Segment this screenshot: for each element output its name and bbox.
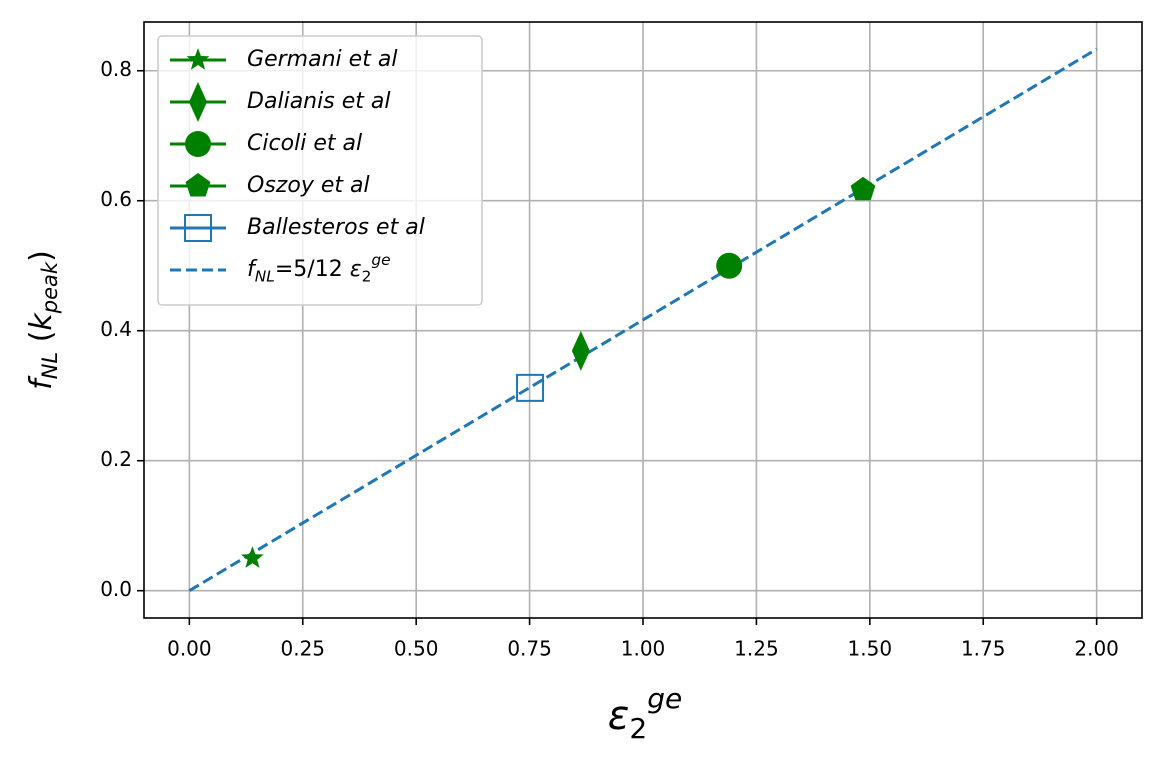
- x-tick-label: 1.25: [734, 637, 779, 661]
- legend-label: Germani et al: [247, 47, 397, 72]
- legend-label: Ballesteros et al: [247, 215, 425, 240]
- legend-label: Dalianis et al: [247, 89, 391, 114]
- x-tick-label: 0.50: [394, 637, 439, 661]
- legend-marker: [189, 82, 207, 122]
- x-tick-label: 0.25: [281, 637, 326, 661]
- legend-marker: [185, 173, 211, 197]
- legend-marker: [185, 131, 211, 157]
- legend-label: fNL=5/12 ε2ge: [247, 251, 391, 286]
- y-tick-label: 0.8: [100, 57, 132, 81]
- legend-box: [157, 35, 483, 306]
- data-point: [850, 176, 876, 201]
- data-point: [571, 330, 590, 371]
- x-tick-label: 1.75: [961, 637, 1006, 661]
- legend-label: Cicoli et al: [247, 131, 362, 156]
- data-point: [241, 546, 264, 568]
- y-axis-label: fNL (kpeak): [24, 250, 63, 390]
- x-tick-label: 2.00: [1074, 637, 1119, 661]
- y-tick-label: 0.0: [100, 577, 132, 601]
- legend-marker: [184, 214, 212, 242]
- x-tick-label: 1.00: [621, 637, 666, 661]
- data-point: [716, 252, 743, 279]
- y-tick-label: 0.2: [100, 447, 132, 471]
- plot-frame: [143, 21, 1143, 619]
- x-tick-label: 0.00: [167, 637, 212, 661]
- legend-label: Oszoy et al: [247, 173, 370, 198]
- legend-marker: [186, 48, 210, 70]
- y-tick-label: 0.4: [100, 317, 132, 341]
- x-tick-label: 1.50: [848, 637, 893, 661]
- fit-line: [188, 47, 1098, 592]
- y-tick-label: 0.6: [100, 187, 132, 211]
- x-axis-label: ε2ge: [608, 682, 682, 745]
- x-tick-label: 0.75: [507, 637, 552, 661]
- data-point: [516, 373, 545, 402]
